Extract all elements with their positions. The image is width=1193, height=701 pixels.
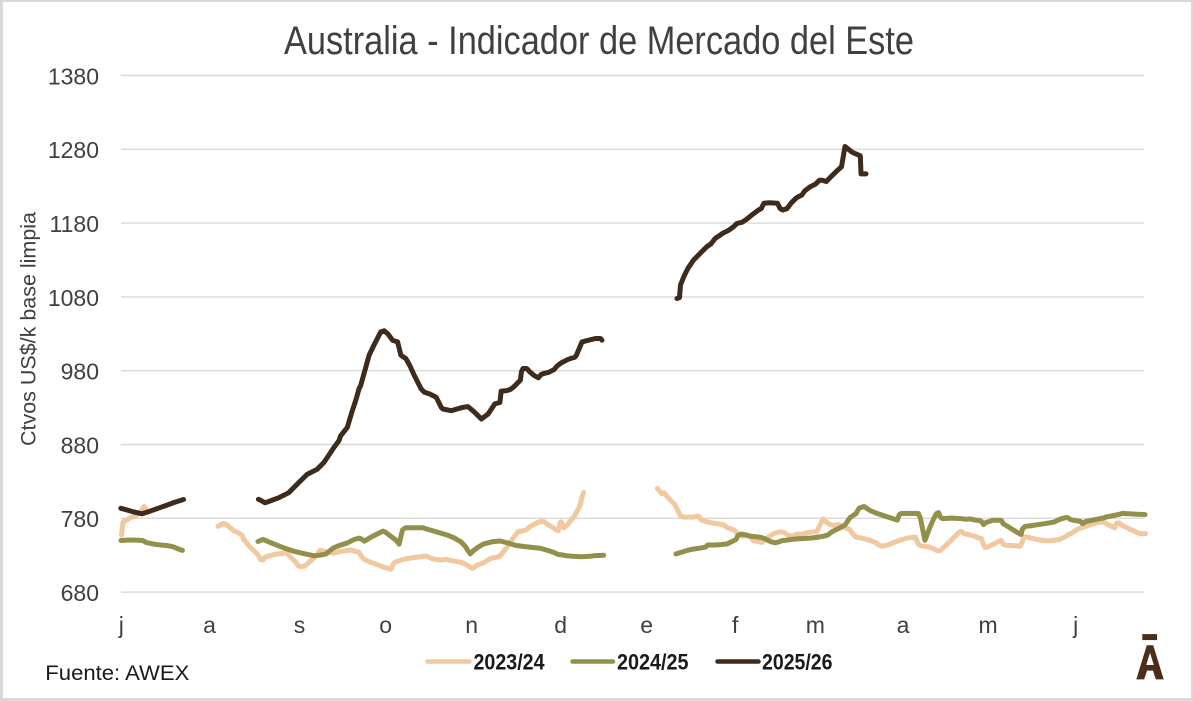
svg-text:880: 880	[61, 432, 99, 458]
svg-text:d: d	[554, 612, 567, 638]
svg-text:m: m	[806, 612, 825, 638]
svg-text:f: f	[732, 612, 739, 638]
svg-text:1380: 1380	[48, 63, 99, 89]
svg-text:1180: 1180	[50, 211, 99, 237]
svg-text:j: j	[118, 612, 124, 638]
svg-text:Fuente: AWEX: Fuente: AWEX	[45, 661, 189, 685]
svg-text:a: a	[897, 612, 910, 638]
svg-text:1080: 1080	[48, 285, 99, 311]
svg-text:Australia - Indicador de Merca: Australia - Indicador de Mercado del Est…	[284, 19, 914, 63]
svg-text:a: a	[203, 612, 216, 638]
svg-text:j: j	[1072, 612, 1078, 638]
svg-text:e: e	[640, 612, 653, 638]
svg-text:680: 680	[61, 580, 99, 606]
svg-text:m: m	[979, 612, 998, 638]
svg-text:2023/24: 2023/24	[474, 650, 546, 675]
svg-text:2025/26: 2025/26	[762, 650, 833, 675]
svg-text:s: s	[294, 612, 306, 638]
svg-text:980: 980	[61, 359, 99, 385]
svg-text:Ctvos US$/k base limpia: Ctvos US$/k base limpia	[17, 212, 41, 446]
svg-text:780: 780	[61, 506, 99, 532]
svg-text:o: o	[379, 612, 392, 638]
svg-text:2024/25: 2024/25	[617, 650, 689, 675]
svg-text:1280: 1280	[48, 137, 99, 163]
svg-text:n: n	[465, 612, 478, 638]
